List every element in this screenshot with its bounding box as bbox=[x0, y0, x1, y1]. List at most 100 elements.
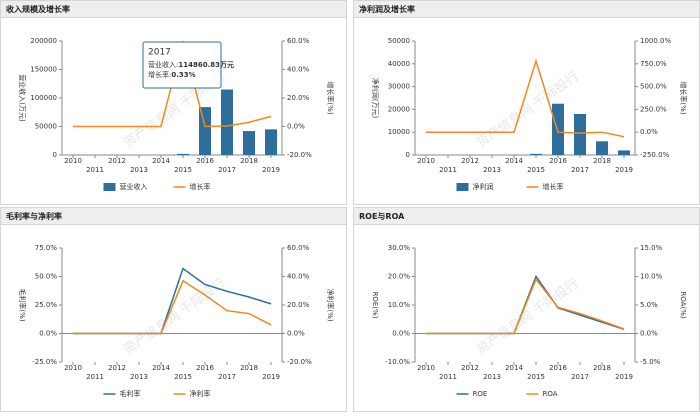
y-axis-label: 营业收入(万元) bbox=[18, 74, 27, 122]
y-axis-label: ROE(%) bbox=[371, 292, 379, 319]
legend-label: ROA bbox=[543, 390, 558, 398]
x-tick-label: 2019 bbox=[262, 166, 280, 174]
y2-tick-label: -5.0% bbox=[640, 358, 661, 366]
x-tick-label: 2016 bbox=[196, 157, 214, 165]
y-tick-label: 0 bbox=[53, 151, 57, 159]
y-tick-label: 50000 bbox=[388, 37, 410, 45]
legend-label: 营业收入 bbox=[120, 182, 148, 191]
legend-label: 净利润 bbox=[473, 182, 494, 191]
y-tick-label: 10000 bbox=[388, 128, 410, 136]
panel-border bbox=[0, 0, 347, 205]
x-tick-label: 2012 bbox=[461, 157, 479, 165]
bar bbox=[574, 113, 586, 155]
x-tick-label: 2012 bbox=[461, 364, 479, 372]
panel-header bbox=[353, 207, 700, 225]
x-tick-label: 2014 bbox=[505, 157, 523, 165]
legend-label: 增长率 bbox=[543, 182, 564, 191]
bar bbox=[265, 129, 277, 155]
y-tick-label: 30000 bbox=[388, 83, 410, 91]
panel-border bbox=[353, 0, 700, 205]
y2-tick-label: 40.0% bbox=[287, 273, 310, 281]
tooltip-row: 增长率:0.33% bbox=[148, 70, 196, 79]
x-tick-label: 2016 bbox=[196, 364, 214, 372]
y2-tick-label: 20.0% bbox=[287, 94, 310, 102]
legend-label: 增长率 bbox=[190, 182, 211, 191]
x-tick-label: 2015 bbox=[174, 166, 192, 174]
x-tick-label: 2013 bbox=[130, 373, 148, 381]
y2-tick-label: 0.0% bbox=[287, 123, 305, 131]
x-tick-label: 2017 bbox=[218, 166, 236, 174]
x-tick-label: 2017 bbox=[218, 373, 236, 381]
line bbox=[73, 279, 272, 335]
y2-tick-label: 1000.0% bbox=[640, 37, 671, 45]
y-tick-label: 40000 bbox=[388, 60, 410, 68]
bar bbox=[596, 141, 608, 155]
y-tick-label: 200000 bbox=[30, 37, 57, 45]
bar bbox=[618, 150, 630, 155]
y2-tick-label: 0.0% bbox=[640, 330, 658, 338]
line bbox=[426, 277, 625, 335]
chart-title: 净利润及增长率 bbox=[359, 4, 415, 14]
y2-tick-label: 0.0% bbox=[640, 128, 658, 136]
y2-tick-label: 40.0% bbox=[287, 66, 310, 74]
x-tick-label: 2018 bbox=[593, 364, 611, 372]
x-tick-label: 2012 bbox=[108, 364, 126, 372]
y-tick-label: -25.0% bbox=[32, 358, 57, 366]
chart-title: ROE与ROA bbox=[359, 211, 405, 221]
x-tick-label: 2019 bbox=[615, 166, 633, 174]
legend-label: 毛利率 bbox=[120, 389, 141, 398]
legend-swatch bbox=[103, 183, 116, 191]
x-tick-label: 2014 bbox=[152, 364, 170, 372]
x-tick-label: 2018 bbox=[593, 157, 611, 165]
y-tick-label: -10.0% bbox=[385, 358, 410, 366]
y-tick-label: 50.0% bbox=[35, 273, 58, 281]
x-tick-label: 2016 bbox=[549, 364, 567, 372]
legend-swatch bbox=[456, 183, 469, 191]
bar bbox=[221, 89, 233, 155]
tooltip-label: 增长率: bbox=[148, 70, 171, 79]
y2-tick-label: 250.0% bbox=[640, 105, 667, 113]
line bbox=[426, 58, 625, 138]
y2-tick-label: -250.0% bbox=[640, 151, 670, 159]
x-tick-label: 2018 bbox=[240, 157, 258, 165]
y2-tick-label: 0.0% bbox=[287, 330, 305, 338]
y-axis-label: 净利润(万元) bbox=[371, 78, 380, 119]
y2-axis-label: 增长率(%) bbox=[679, 81, 688, 114]
x-tick-label: 2019 bbox=[615, 373, 633, 381]
y-tick-label: 20000 bbox=[388, 105, 410, 113]
x-tick-label: 2017 bbox=[571, 373, 589, 381]
y-tick-label: 150000 bbox=[30, 66, 57, 74]
chart-title: 收入规模及增长率 bbox=[6, 4, 70, 14]
x-tick-label: 2010 bbox=[64, 157, 82, 165]
x-tick-label: 2013 bbox=[483, 166, 501, 174]
y-tick-label: 25.0% bbox=[35, 301, 58, 309]
legend-label: ROE bbox=[473, 390, 488, 398]
x-tick-label: 2010 bbox=[64, 364, 82, 372]
legend-label: 净利率 bbox=[190, 389, 211, 398]
x-tick-label: 2014 bbox=[505, 364, 523, 372]
tooltip-title: 2017 bbox=[148, 48, 171, 58]
bar bbox=[243, 131, 255, 155]
y2-tick-label: 60.0% bbox=[287, 37, 310, 45]
x-tick-label: 2013 bbox=[130, 166, 148, 174]
y2-tick-label: -20.0% bbox=[287, 151, 312, 159]
bar bbox=[530, 153, 542, 155]
y-tick-label: 50000 bbox=[35, 123, 57, 131]
x-tick-label: 2011 bbox=[439, 166, 457, 174]
x-tick-label: 2017 bbox=[571, 166, 589, 174]
y-tick-label: 10.0% bbox=[388, 301, 411, 309]
x-tick-label: 2010 bbox=[417, 157, 435, 165]
panel-border bbox=[0, 207, 347, 412]
x-tick-label: 2011 bbox=[86, 373, 104, 381]
x-tick-label: 2012 bbox=[108, 157, 126, 165]
x-tick-label: 2018 bbox=[240, 364, 258, 372]
y2-axis-label: ROA(%) bbox=[679, 291, 687, 318]
y-tick-label: 100000 bbox=[30, 94, 57, 102]
bar bbox=[552, 103, 564, 155]
tooltip-value: 0.33% bbox=[171, 71, 195, 79]
x-tick-label: 2011 bbox=[439, 373, 457, 381]
y2-tick-label: 20.0% bbox=[287, 301, 310, 309]
